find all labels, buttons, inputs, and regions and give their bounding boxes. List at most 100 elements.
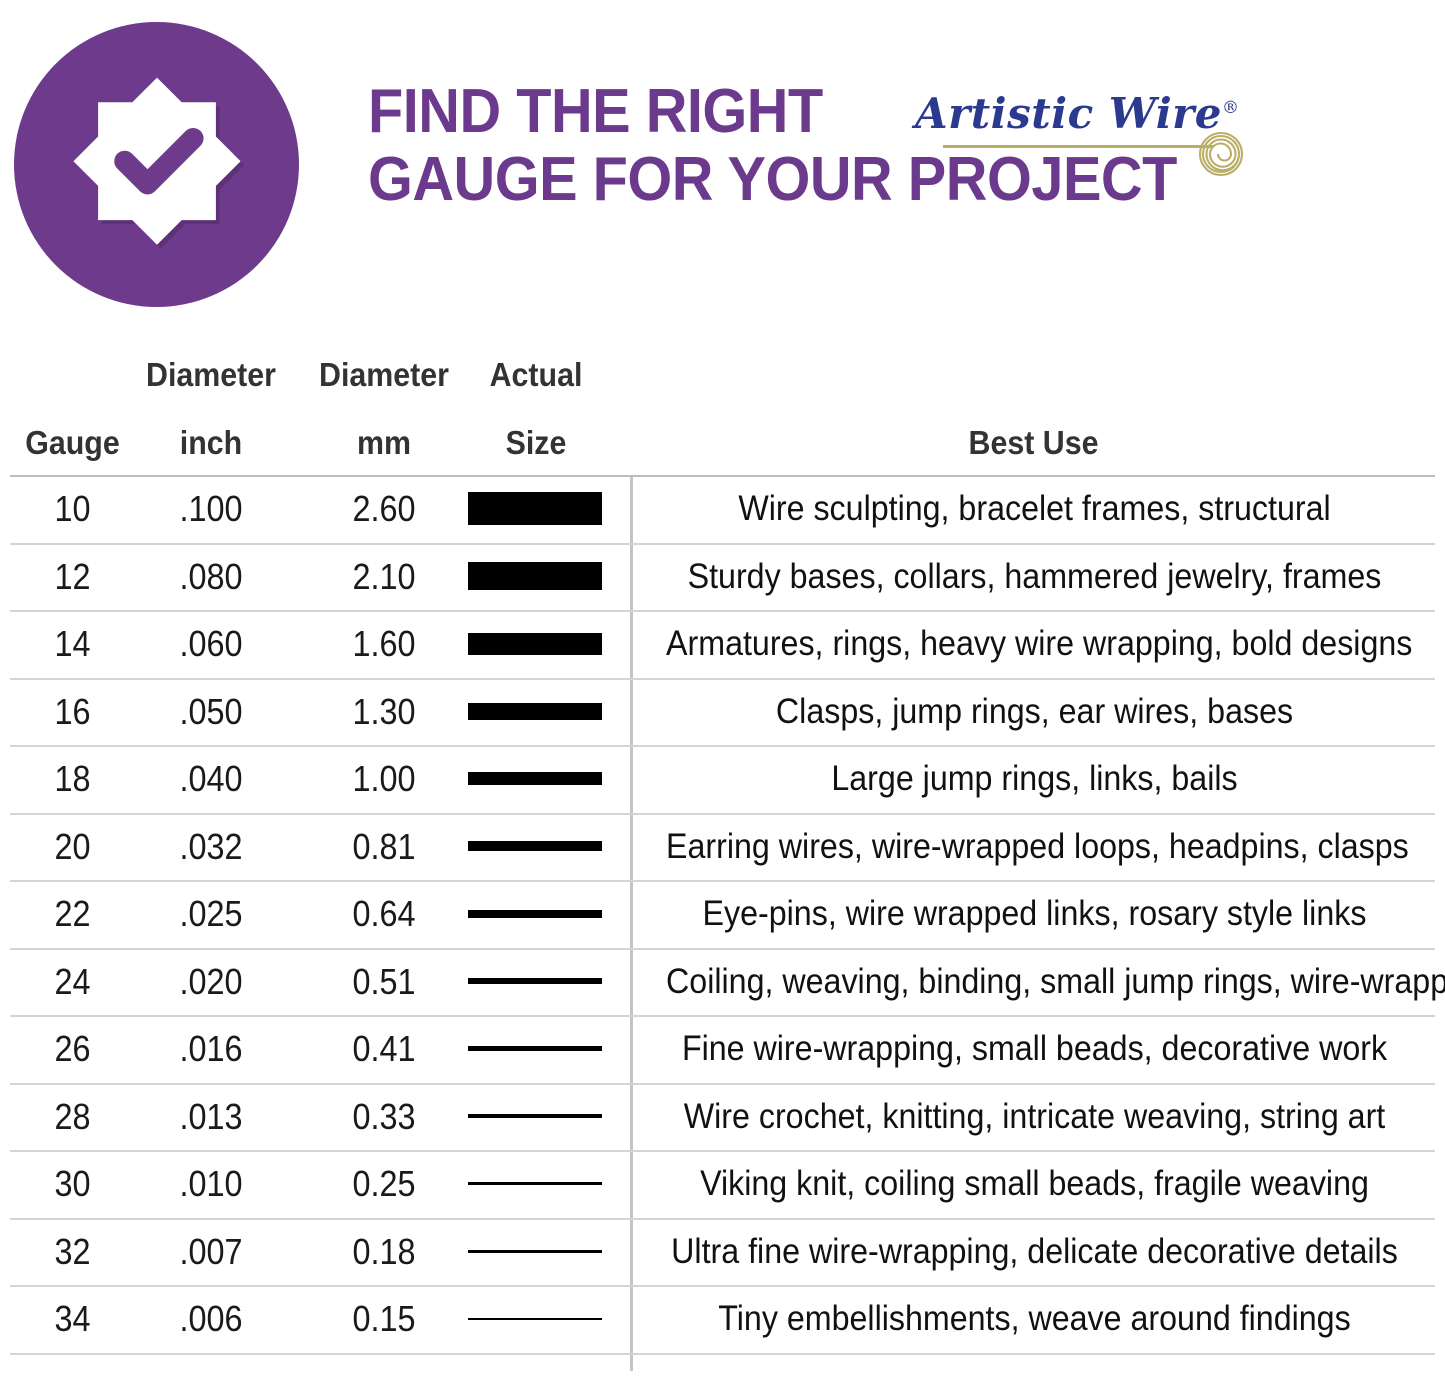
brand-underline: [943, 145, 1213, 148]
cell-best-use: Earring wires, wire-wrapped loops, headp…: [666, 826, 1409, 866]
cell-best-use: Fine wire-wrapping, small beads, decorat…: [681, 1029, 1388, 1068]
wire-thickness-bar: [468, 909, 602, 918]
table-row: 10 .100 2.60 Wire sculpting, bracelet frame…: [0, 475, 1445, 543]
row-divider: [10, 812, 1435, 815]
cell-gauge: 20: [54, 825, 91, 867]
brand-name-text: Artistic Wire: [915, 89, 1223, 138]
cell-best-use: Ultra fine wire-wrapping, delicate decor…: [671, 1231, 1398, 1271]
cell-diameter-mm: 0.25: [352, 1163, 416, 1204]
header-diameter-mm-top: Diameter: [319, 356, 449, 393]
header-size: Size: [505, 424, 567, 461]
cell-best-use: Large jump rings, links, bails: [831, 759, 1238, 798]
row-divider: [10, 677, 1435, 680]
cell-diameter-mm: 0.15: [352, 1298, 416, 1339]
row-divider: [10, 947, 1435, 950]
page-title: FIND THE RIGHT GAUGE FOR YOUR PROJECT: [368, 77, 1328, 214]
row-divider: [10, 1150, 1435, 1152]
cell-actual-size: [468, 1285, 604, 1353]
cell-actual-size: [468, 475, 604, 543]
cell-diameter-mm: 0.64: [352, 893, 416, 934]
wire-thickness-bar: [468, 1249, 602, 1253]
cell-diameter-inch: .100: [179, 488, 243, 529]
wire-thickness-bar: [468, 1114, 602, 1119]
cell-diameter-mm: 2.60: [352, 488, 416, 529]
table-row: 22 .025 0.64 Eye-pins, wire wrapped links, …: [0, 880, 1445, 948]
cell-diameter-inch: .025: [179, 893, 243, 934]
title-line-2: GAUGE FOR YOUR PROJECT: [368, 144, 1177, 214]
table-row: 14 .060 1.60 Armatures, rings, heavy wire w…: [0, 610, 1445, 678]
cell-actual-size: [468, 948, 604, 1016]
table-row: 32 .007 0.18 Ultra fine wire-wrapping, deli…: [0, 1218, 1445, 1286]
cell-diameter-mm: 0.51: [352, 960, 416, 1002]
cell-actual-size: [468, 1015, 604, 1083]
cell-diameter-inch: .007: [179, 1230, 243, 1272]
row-divider: [10, 475, 1435, 477]
verified-check-badge-icon: [14, 22, 299, 307]
cell-actual-size: [468, 745, 604, 813]
wire-thickness-bar: [468, 1317, 602, 1320]
column-divider: [630, 475, 633, 1371]
row-divider: [10, 542, 1435, 545]
table-row: 18 .040 1.00 Large jump rings, links, bails: [0, 745, 1445, 813]
cell-actual-size: [468, 813, 604, 881]
row-divider: [10, 1015, 1435, 1017]
cell-actual-size: [468, 1150, 604, 1218]
cell-best-use: Eye-pins, wire wrapped links, rosary sty…: [702, 894, 1367, 933]
wire-spiral-icon: [1198, 131, 1244, 177]
cell-best-use: Armatures, rings, heavy wire wrapping, b…: [666, 624, 1413, 663]
cell-best-use: Coiling, weaving, binding, small jump ri…: [666, 961, 1445, 1001]
row-divider: [10, 1285, 1435, 1287]
table-column-headers: Diameter Diameter Actual Gauge inch mm S…: [0, 330, 1445, 475]
cell-diameter-inch: .016: [179, 1028, 243, 1069]
cell-diameter-mm: 0.41: [352, 1028, 416, 1069]
cell-diameter-mm: 1.30: [352, 690, 416, 732]
table-row: 28 .013 0.33 Wire crochet, knitting, intric…: [0, 1083, 1445, 1151]
cell-gauge: 22: [54, 893, 91, 934]
page-header: FIND THE RIGHT GAUGE FOR YOUR PROJECT Ar…: [0, 0, 1445, 330]
title-line-1: FIND THE RIGHT: [368, 77, 823, 146]
wire-thickness-bar: [468, 841, 602, 852]
cell-actual-size: [468, 678, 604, 746]
registered-mark: ®: [1222, 98, 1240, 118]
cell-gauge: 26: [54, 1028, 91, 1069]
cell-gauge: 28: [54, 1095, 91, 1137]
cell-diameter-inch: .032: [179, 825, 243, 867]
wire-thickness-bar: [468, 562, 602, 591]
header-inch: inch: [179, 424, 243, 461]
wire-thickness-bar: [468, 492, 602, 526]
cell-diameter-mm: 0.18: [352, 1230, 416, 1272]
wire-thickness-bar: [468, 702, 602, 720]
cell-gauge: 24: [54, 960, 91, 1002]
wire-thickness-bar: [468, 632, 602, 655]
cell-gauge: 12: [54, 555, 91, 597]
header-actual-top: Actual: [489, 356, 583, 393]
cell-actual-size: [468, 1218, 604, 1286]
cell-gauge: 18: [54, 758, 91, 799]
cell-gauge: 32: [54, 1230, 91, 1272]
row-divider: [10, 745, 1435, 747]
star-check-glyph: [72, 77, 244, 249]
cell-diameter-inch: .050: [179, 690, 243, 732]
table-row: 12 .080 2.10 Sturdy bases, collars, hammere…: [0, 543, 1445, 611]
cell-diameter-inch: .010: [179, 1163, 243, 1204]
wire-thickness-bar: [468, 978, 602, 985]
cell-actual-size: [468, 543, 604, 611]
cell-best-use: Viking knit, coiling small beads, fragil…: [700, 1164, 1369, 1203]
wire-thickness-bar: [468, 1182, 602, 1186]
header-diameter-inch-top: Diameter: [146, 356, 276, 393]
row-divider: [10, 1352, 1435, 1355]
cell-actual-size: [468, 1083, 604, 1151]
table-row: 24 .020 0.51 Coiling, weaving, binding, sma…: [0, 948, 1445, 1016]
table-row: 30 .010 0.25 Viking knit, coiling small bea…: [0, 1150, 1445, 1218]
cell-diameter-inch: .060: [179, 623, 243, 664]
row-divider: [10, 1217, 1435, 1220]
cell-diameter-mm: 0.33: [352, 1095, 416, 1137]
cell-best-use: Sturdy bases, collars, hammered jewelry,…: [687, 556, 1382, 596]
cell-diameter-inch: .013: [179, 1095, 243, 1137]
cell-gauge: 34: [54, 1298, 91, 1339]
header-gauge: Gauge: [25, 424, 120, 461]
table-row: 26 .016 0.41 Fine wire-wrapping, small bead…: [0, 1015, 1445, 1083]
cell-gauge: 14: [54, 623, 91, 664]
table-row: 20 .032 0.81 Earring wires, wire-wrapped lo…: [0, 813, 1445, 881]
cell-actual-size: [468, 880, 604, 948]
